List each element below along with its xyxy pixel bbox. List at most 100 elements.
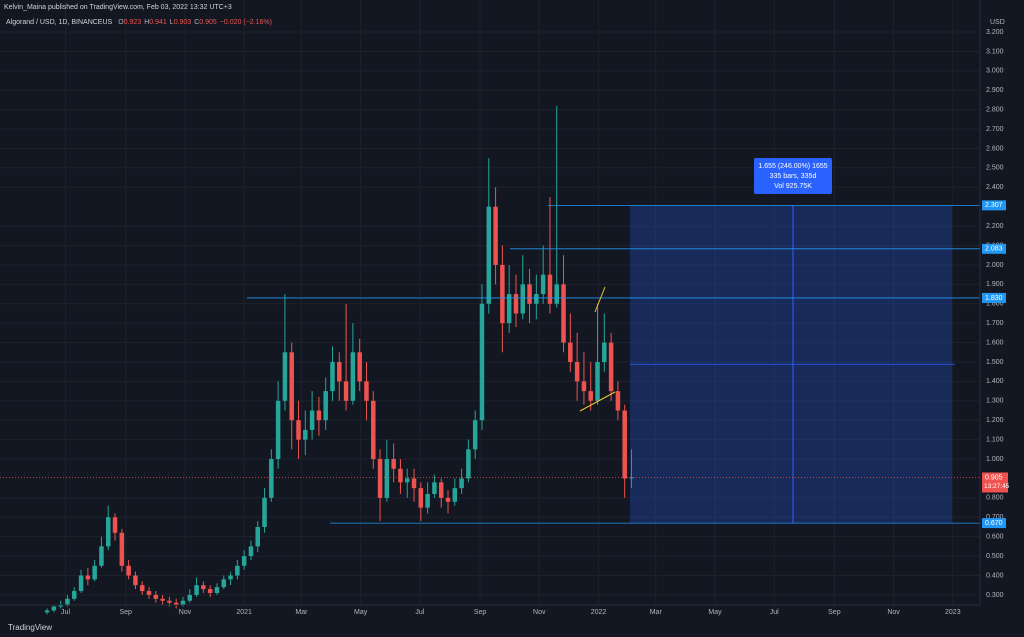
candle-body [275,400,281,460]
candle-body [92,565,97,580]
y-tick-label: 1.500 [986,359,1004,366]
candle-body [296,420,301,440]
candle-body [255,526,260,547]
y-tick-label: 0.400 [986,572,1004,579]
candle-body [588,391,593,401]
candle-body [357,352,362,382]
candle-body [445,497,451,502]
candle-body [316,410,322,421]
y-tick-label: 1.000 [986,456,1004,463]
candle-body [167,600,172,603]
countdown: 13:27:45 [984,483,1010,490]
x-tick-label: May [708,609,722,616]
candle-body [105,517,111,547]
candle-body [228,575,233,580]
y-tick-label: 2.600 [986,145,1004,152]
level-badge [982,243,1006,254]
last-price-badge [982,472,1008,493]
y-tick-label: 3.200 [986,29,1004,36]
candle-body [371,400,376,460]
candle-body [398,468,403,483]
legend-key: L [170,19,174,26]
legend-key: C [194,19,199,26]
candle-body [85,575,91,580]
last-price-label: 0.905 [985,474,1003,481]
candle-body [133,575,138,586]
y-tick-label: 2.900 [986,87,1004,94]
candle-body [350,352,356,401]
level-badge [982,200,1006,211]
candle-body [51,606,57,611]
candle-body [235,565,240,576]
y-tick-label: 0.800 [986,495,1004,502]
candle-body [506,294,512,324]
legend-value: 0.903 [174,19,192,26]
candle-body [479,303,485,421]
candle-body [554,284,559,304]
y-tick-label: 2.800 [986,107,1004,114]
x-tick-label: Mar [650,609,663,616]
x-tick-label: Jul [61,609,70,616]
legend-key: O [118,19,124,26]
y-tick-label: 2.400 [986,184,1004,191]
candle-body [207,589,213,593]
candle-body [153,594,159,599]
x-tick-label: Sep [828,609,841,616]
candle-body [622,410,627,479]
candle-body [221,579,227,588]
candle-body [595,361,600,401]
legend: Algorand / USD, 1D, BINANCEUS O0.923 H0.94… [6,19,272,26]
trend-line [579,391,616,412]
x-tick-label: Jul [415,609,424,616]
candle-body [337,361,342,382]
y-tick-label: 0.300 [986,592,1004,599]
measure-info-box [754,158,832,194]
candle-body [112,517,118,533]
y-tick-label: 2.000 [986,262,1004,269]
x-tick-label: Jul [770,609,779,616]
candle-body [527,284,532,304]
candle-body [343,381,349,401]
candle-body [568,342,573,362]
y-tick-label: 1.800 [986,301,1004,308]
candle-body [160,598,165,601]
x-tick-label: 2023 [945,609,961,616]
candle-body [520,284,526,314]
candle-body [201,585,206,590]
candle-body [303,429,308,440]
candle-body [466,449,471,479]
candle-body [391,459,396,469]
y-tick-label: 1.600 [986,339,1004,346]
candle-body [615,391,621,411]
candle-body [418,488,424,508]
x-tick-label: Nov [533,609,546,616]
candle-body [452,488,458,502]
candle-body [411,478,417,489]
x-tick-label: Sep [119,609,132,616]
candle-body [608,342,614,392]
candle-body [262,497,267,527]
candle-body [377,459,383,498]
x-tick-label: Nov [179,609,192,616]
level-badge-label: 1.830 [985,295,1003,302]
candle-body [384,459,390,498]
candle-body [500,264,505,324]
legend-value: 0.905 [199,19,217,26]
candle-body [282,352,288,401]
legend-key: H [144,19,149,26]
candle-body [438,482,444,498]
candle-body [323,391,328,421]
y-tick-label: 2.700 [986,126,1004,133]
candle-body [119,532,125,566]
y-unit: USD [990,19,1005,26]
candle-body [493,206,498,265]
y-tick-label: 1.100 [986,436,1004,443]
legend-value: 0.923 [124,19,142,26]
y-tick-label: 2.500 [986,165,1004,172]
candle-body [561,284,566,343]
candle-body [330,361,335,392]
legend-value: 0.941 [149,19,167,26]
x-tick-label: May [354,609,368,616]
trend-line [594,286,606,313]
